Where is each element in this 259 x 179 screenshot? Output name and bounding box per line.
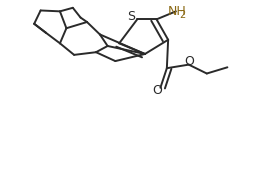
Text: 2: 2 xyxy=(180,10,186,20)
Text: O: O xyxy=(152,84,162,97)
Text: NH: NH xyxy=(168,5,187,18)
Text: O: O xyxy=(184,55,194,69)
Text: S: S xyxy=(127,10,135,23)
